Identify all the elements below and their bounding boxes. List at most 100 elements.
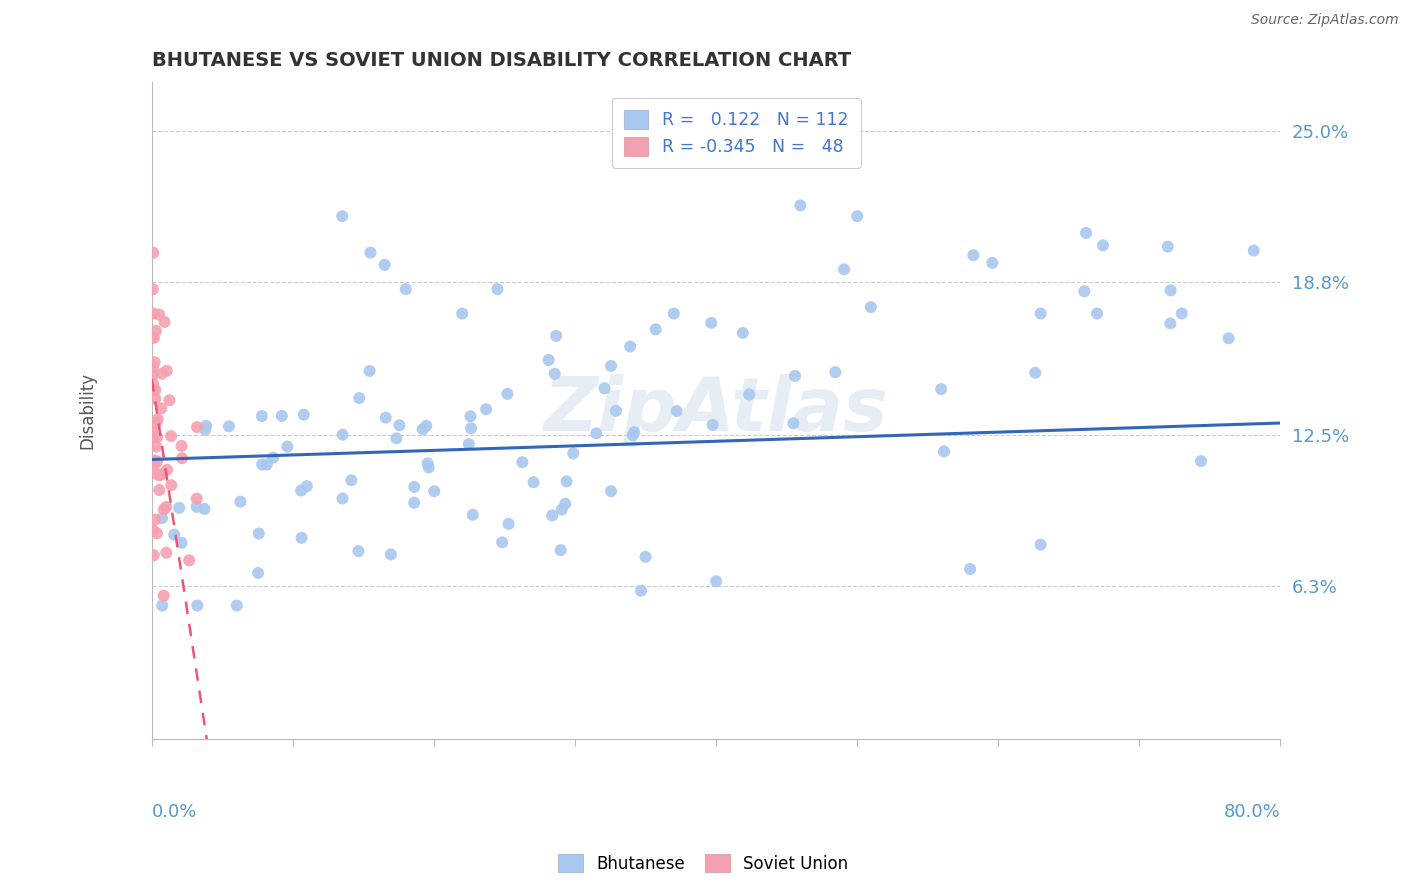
Point [738, 387, 761, 401]
Point [929, 382, 952, 396]
Point [859, 300, 882, 314]
Point [330, 209, 353, 223]
Point [959, 562, 981, 576]
Point [782, 417, 804, 431]
Point [141, 368, 163, 383]
Point [142, 548, 165, 562]
Point [225, 599, 247, 613]
Point [412, 422, 434, 436]
Point [662, 306, 685, 320]
Point [143, 458, 166, 473]
Point [388, 418, 411, 433]
Point [146, 412, 169, 426]
Point [522, 475, 544, 490]
Point [423, 484, 446, 499]
Point [150, 367, 173, 381]
Point [451, 306, 474, 320]
Point [385, 431, 408, 445]
Point [149, 468, 172, 483]
Point [195, 418, 218, 433]
Legend: Bhutanese, Soviet Union: Bhutanese, Soviet Union [551, 847, 855, 880]
Point [156, 364, 179, 378]
Point [1218, 331, 1240, 345]
Point [146, 430, 169, 444]
Point [630, 583, 652, 598]
Point [832, 262, 855, 277]
Point [186, 491, 208, 506]
Point [247, 526, 270, 541]
Point [270, 409, 292, 423]
Point [512, 455, 534, 469]
Point [416, 457, 439, 471]
Point [460, 421, 482, 435]
Point [150, 599, 173, 613]
Point [186, 500, 208, 514]
Point [981, 256, 1004, 270]
Point [359, 364, 381, 378]
Point [347, 544, 370, 558]
Point [143, 392, 166, 406]
Point [932, 444, 955, 458]
Point [146, 467, 169, 482]
Point [148, 483, 170, 497]
Point [600, 359, 623, 373]
Point [1029, 538, 1052, 552]
Text: 0.0%: 0.0% [152, 803, 197, 821]
Point [218, 419, 240, 434]
Point [374, 258, 396, 272]
Point [623, 425, 645, 440]
Point [665, 404, 688, 418]
Point [290, 483, 312, 498]
Point [145, 416, 167, 430]
Point [229, 494, 252, 508]
Point [404, 496, 426, 510]
Point [605, 404, 627, 418]
Point [418, 460, 440, 475]
Point [141, 423, 163, 437]
Point [1160, 284, 1182, 298]
Point [824, 365, 846, 379]
Point [332, 427, 354, 442]
Point [1091, 238, 1114, 252]
Point [349, 391, 371, 405]
Point [250, 458, 273, 472]
Point [153, 502, 176, 516]
Point [704, 574, 727, 589]
Point [247, 566, 270, 580]
Point [1243, 244, 1265, 258]
Point [415, 418, 437, 433]
Point [156, 463, 179, 477]
Point [150, 511, 173, 525]
Point [700, 316, 723, 330]
Point [546, 329, 568, 343]
Point [145, 440, 167, 454]
Point [170, 439, 193, 453]
Point [1029, 306, 1052, 320]
Point [142, 524, 165, 538]
Point [550, 543, 572, 558]
Point [475, 402, 498, 417]
Point [600, 484, 623, 499]
Point [143, 383, 166, 397]
Point [146, 526, 169, 541]
Point [193, 502, 215, 516]
Point [290, 531, 312, 545]
Point [142, 245, 165, 260]
Point [380, 548, 402, 562]
Point [541, 508, 564, 523]
Text: ZipAtlas: ZipAtlas [544, 375, 889, 448]
Point [163, 527, 186, 541]
Point [1189, 454, 1212, 468]
Point [486, 282, 509, 296]
Point [544, 367, 567, 381]
Point [1024, 366, 1046, 380]
Point [150, 401, 173, 416]
Point [142, 383, 165, 397]
Point [551, 502, 574, 516]
Point [142, 431, 165, 445]
Point [1073, 285, 1095, 299]
Point [395, 282, 418, 296]
Point [152, 589, 174, 603]
Point [292, 408, 315, 422]
Point [170, 536, 193, 550]
